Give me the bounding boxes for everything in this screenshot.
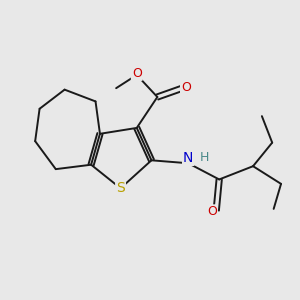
Text: O: O [132, 67, 142, 80]
Text: O: O [207, 205, 217, 218]
Text: N: N [183, 151, 194, 165]
Text: O: O [181, 81, 191, 94]
Text: S: S [116, 181, 125, 195]
Text: H: H [200, 152, 209, 164]
